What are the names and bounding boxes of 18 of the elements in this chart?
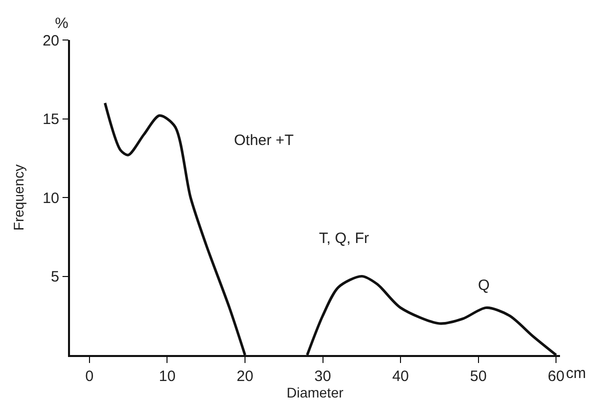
x-tick-label: 60 — [548, 368, 564, 385]
annotation: Other +T — [234, 132, 294, 149]
x-tick-label: 40 — [392, 368, 409, 385]
x-tick-label: 0 — [85, 368, 94, 385]
x-tick-label: 10 — [158, 368, 176, 385]
annotation: T, Q, Fr — [319, 230, 369, 247]
x-tick-label: 50 — [470, 368, 487, 385]
text: % — [55, 15, 68, 32]
y-tick-label: 5 — [50, 268, 60, 286]
y-tick-label: 10 — [42, 190, 60, 207]
x-axis-title: Diameter — [286, 384, 344, 401]
x-tick-label: 30 — [314, 368, 332, 385]
text: cm — [566, 365, 586, 382]
y-axis-title: Frequency — [10, 164, 27, 231]
annotation: Q — [478, 277, 490, 294]
y-tick-label: 20 — [42, 32, 60, 50]
x-tick-label: 20 — [236, 368, 254, 385]
y-tick-label: 15 — [42, 111, 60, 128]
